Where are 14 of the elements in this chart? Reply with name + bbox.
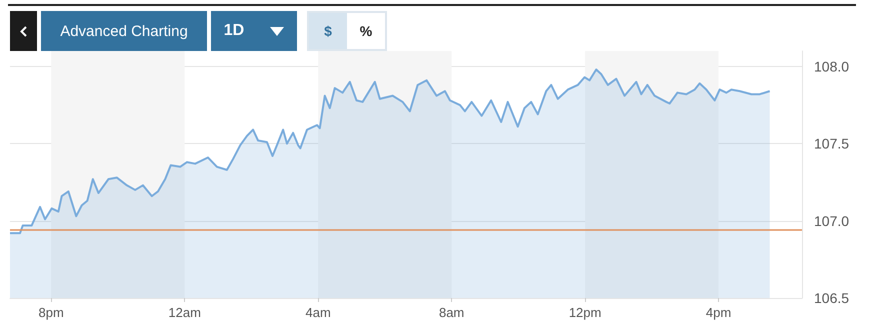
x-tick-label: 12pm <box>568 305 602 320</box>
x-tick-label: 4am <box>305 305 331 320</box>
x-tick-label: 8am <box>438 305 464 320</box>
text: % <box>358 22 374 41</box>
y-tick-label: 108.0 <box>814 58 850 74</box>
text: 1D <box>224 22 244 40</box>
x-tick-label: 8pm <box>38 305 64 320</box>
text: Advanced Charting <box>41 11 207 51</box>
y-tick-label: 106.5 <box>814 290 850 306</box>
y-tick-label: 107.5 <box>814 136 850 152</box>
text: $ <box>309 13 347 49</box>
x-tick-label: 12am <box>168 305 201 320</box>
x-tick-label: 4pm <box>706 305 732 320</box>
y-tick-label: 107.0 <box>814 212 850 229</box>
